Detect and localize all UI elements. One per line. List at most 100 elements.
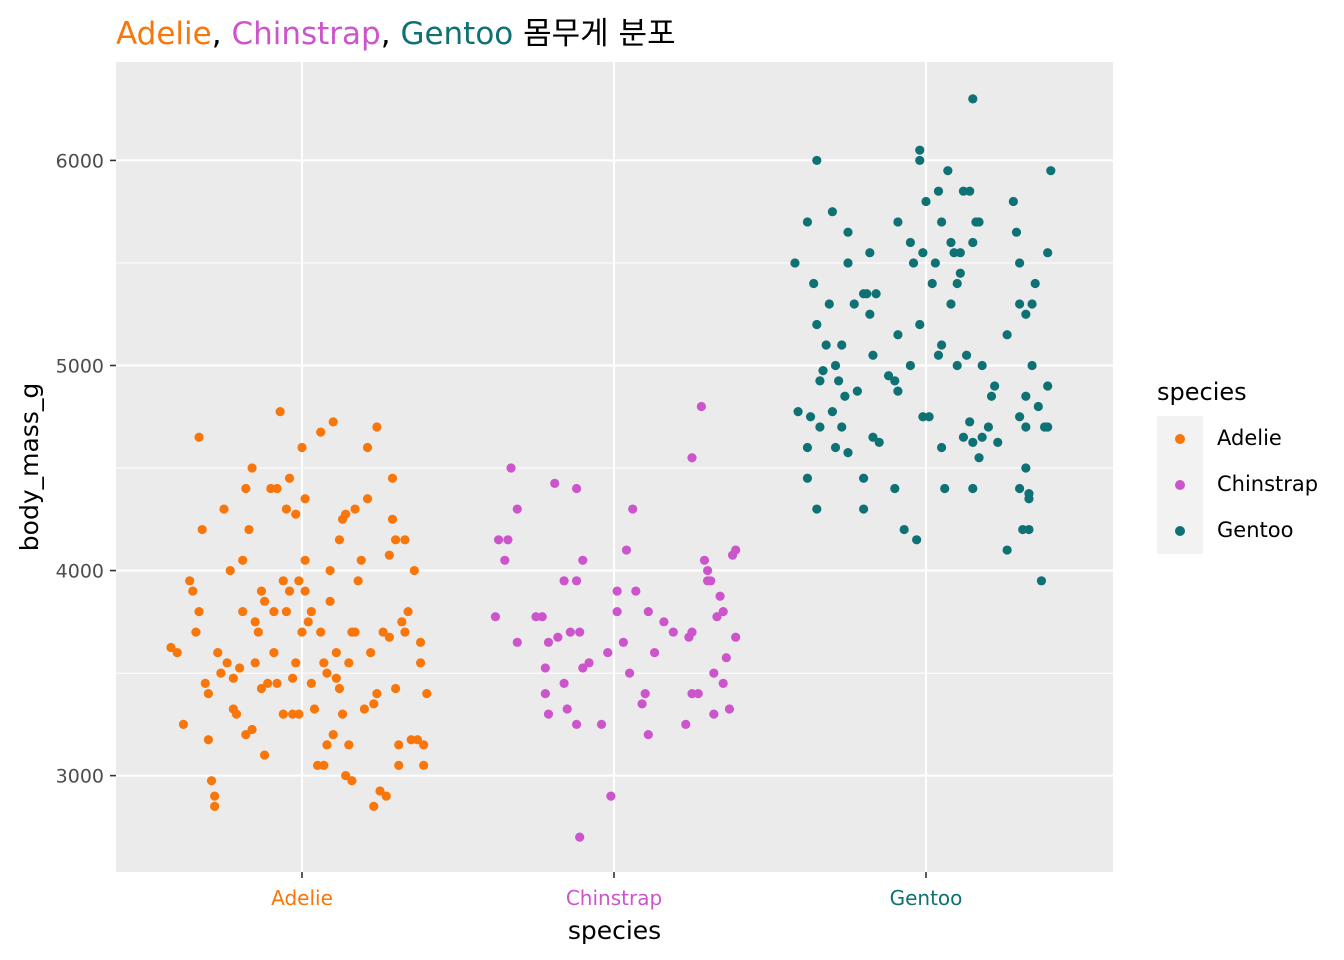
data-point-chinstrap — [693, 688, 703, 699]
x-axis-label: species — [568, 916, 661, 945]
data-point-adelie — [238, 555, 248, 565]
data-point-gentoo — [899, 524, 909, 535]
data-point-gentoo — [955, 268, 965, 278]
title-part-chinstrap: Chinstrap — [231, 16, 381, 52]
x-tick-label-chinstrap: Chinstrap — [566, 886, 662, 910]
data-point-adelie — [384, 632, 394, 642]
data-point-chinstrap — [703, 565, 713, 576]
data-point-gentoo — [1043, 381, 1053, 391]
data-point-adelie — [213, 647, 223, 658]
data-point-gentoo — [840, 391, 850, 401]
data-point-gentoo — [1027, 360, 1037, 371]
y-axis: 3000 4000 5000 6000 — [56, 150, 116, 788]
data-point-chinstrap — [550, 478, 560, 489]
data-point-gentoo — [905, 360, 916, 371]
data-point-gentoo — [965, 186, 975, 196]
data-point-chinstrap — [559, 576, 569, 586]
data-point-gentoo — [827, 207, 838, 217]
data-point-gentoo — [830, 442, 841, 453]
data-point-gentoo — [968, 437, 978, 447]
data-point-gentoo — [862, 289, 872, 299]
data-point-adelie — [247, 463, 257, 473]
data-point-gentoo — [859, 473, 869, 483]
data-point-adelie — [372, 422, 382, 432]
data-point-chinstrap — [718, 678, 728, 688]
data-point-gentoo — [968, 94, 978, 104]
data-point-adelie — [200, 678, 210, 688]
data-point-adelie — [309, 704, 320, 714]
data-point-gentoo — [1008, 196, 1018, 207]
data-point-adelie — [275, 407, 285, 417]
data-point-adelie — [341, 771, 351, 781]
data-point-adelie — [244, 524, 254, 535]
data-point-gentoo — [1011, 227, 1022, 237]
data-point-gentoo — [1024, 489, 1034, 499]
data-point-adelie — [250, 658, 260, 668]
data-point-chinstrap — [553, 632, 563, 642]
data-point-gentoo — [933, 350, 944, 360]
data-point-chinstrap — [637, 699, 647, 709]
title-part-sep2: , — [380, 16, 401, 52]
data-point-gentoo — [818, 366, 828, 376]
data-point-adelie — [206, 776, 217, 786]
x-axis: Adelie Chinstrap Gentoo — [271, 872, 962, 910]
data-point-adelie — [359, 704, 369, 714]
data-point-adelie — [300, 555, 310, 565]
data-point-gentoo — [843, 448, 853, 458]
data-point-adelie — [259, 750, 270, 760]
data-point-chinstrap — [631, 586, 641, 596]
data-point-chinstrap — [571, 719, 582, 729]
data-point-gentoo — [812, 319, 822, 330]
data-point-adelie — [403, 606, 413, 617]
data-point-chinstrap — [681, 719, 691, 729]
data-point-adelie — [281, 504, 291, 514]
data-point-gentoo — [955, 248, 965, 258]
data-point-adelie — [331, 647, 341, 658]
data-point-gentoo — [837, 340, 847, 350]
x-tick-label-gentoo: Gentoo — [890, 886, 963, 910]
data-point-adelie — [272, 678, 282, 688]
data-point-gentoo — [974, 453, 984, 463]
data-point-gentoo — [921, 196, 931, 207]
legend-key — [1157, 462, 1203, 508]
legend-dot-gentoo — [1175, 526, 1185, 536]
data-point-adelie — [353, 576, 363, 586]
data-point-adelie — [256, 683, 267, 694]
data-point-chinstrap — [625, 668, 635, 678]
data-point-adelie — [210, 791, 220, 801]
data-point-adelie — [203, 735, 213, 745]
data-point-adelie — [203, 688, 213, 699]
data-point-adelie — [219, 504, 229, 514]
data-point-adelie — [347, 627, 357, 637]
data-point-adelie — [294, 576, 304, 586]
data-point-adelie — [303, 617, 313, 627]
legend-title: species — [1157, 378, 1247, 406]
data-point-gentoo — [915, 145, 925, 155]
data-point-gentoo — [1015, 258, 1025, 268]
data-point-adelie — [337, 709, 348, 719]
data-point-gentoo — [986, 391, 997, 401]
data-point-adelie — [387, 473, 398, 483]
data-point-gentoo — [924, 412, 934, 422]
data-point-adelie — [306, 606, 316, 617]
data-point-adelie — [384, 550, 394, 560]
data-point-chinstrap — [649, 647, 660, 658]
data-point-adelie — [247, 724, 257, 735]
data-point-gentoo — [1027, 299, 1037, 309]
data-point-gentoo — [852, 386, 862, 396]
data-point-chinstrap — [578, 663, 588, 673]
data-point-gentoo — [874, 437, 884, 447]
data-point-adelie — [419, 760, 429, 770]
data-point-gentoo — [930, 258, 940, 268]
y-tick-label: 4000 — [56, 561, 104, 583]
legend-items: Adelie Chinstrap Gentoo — [1157, 416, 1337, 554]
data-point-adelie — [366, 647, 376, 658]
data-point-adelie — [294, 709, 304, 719]
data-point-gentoo — [952, 360, 962, 371]
data-point-adelie — [369, 801, 379, 811]
data-point-gentoo — [827, 407, 838, 417]
data-point-adelie — [378, 627, 388, 637]
data-point-adelie — [197, 524, 207, 535]
data-point-adelie — [325, 596, 335, 606]
